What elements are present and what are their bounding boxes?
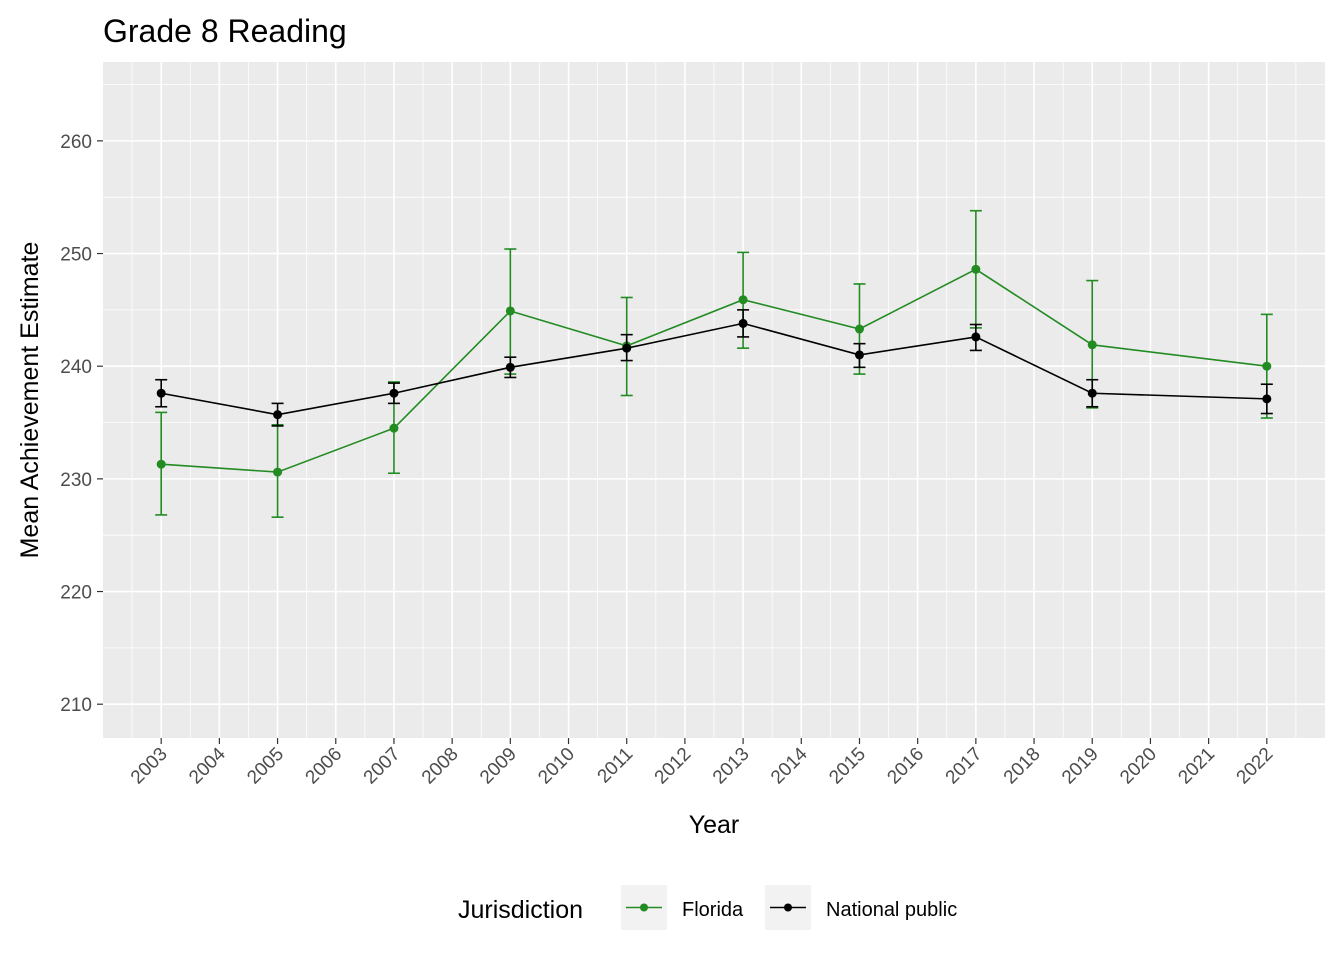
- data-point: [738, 318, 748, 328]
- major-x-gridlines: [160, 62, 1268, 738]
- series-national-public: [155, 309, 1273, 427]
- legend-label-florida: Florida: [682, 899, 744, 921]
- data-point: [1262, 394, 1272, 404]
- y-tick-label: 230: [60, 470, 92, 491]
- data-point: [156, 459, 166, 469]
- data-point: [738, 295, 748, 305]
- minor-x-gridlines: [131, 62, 1297, 738]
- data-point: [156, 388, 166, 398]
- y-tick-label: 240: [60, 357, 92, 378]
- chart-title: Grade 8 Reading: [103, 13, 347, 49]
- x-axis-title: Year: [689, 811, 740, 839]
- series-line: [161, 268, 1267, 473]
- data-point: [1262, 361, 1272, 371]
- data-point: [1087, 340, 1097, 350]
- series-florida: [155, 209, 1273, 518]
- legend-label-national-public: National public: [826, 899, 957, 921]
- data-point: [854, 350, 864, 360]
- legend-item-florida: Florida: [621, 885, 744, 930]
- data-point: [389, 423, 399, 433]
- legend-title: Jurisdiction: [458, 896, 583, 924]
- data-point: [273, 410, 283, 420]
- data-point: [505, 306, 515, 316]
- data-point: [854, 324, 864, 334]
- legend: Jurisdiction Florida National public: [458, 885, 957, 930]
- legend-key-point: [784, 903, 792, 912]
- legend-item-national-public: National public: [765, 885, 957, 930]
- y-axis-ticks: 210 220 230 240 250 260: [60, 132, 103, 716]
- y-tick-label: 260: [60, 132, 92, 153]
- y-axis-title: Mean Achievement Estimate: [16, 242, 44, 559]
- major-y-gridlines: [103, 140, 1325, 706]
- y-tick-label: 210: [60, 695, 92, 716]
- y-tick-label: 250: [60, 245, 92, 266]
- data-point: [505, 362, 515, 372]
- data-point: [273, 467, 283, 477]
- legend-key-point: [640, 903, 648, 912]
- data-point: [971, 264, 981, 274]
- data-point: [1087, 388, 1097, 398]
- data-point: [622, 343, 632, 353]
- series-layer: [155, 209, 1273, 518]
- y-tick-label: 220: [60, 583, 92, 604]
- series-line: [161, 322, 1267, 416]
- data-point: [389, 388, 399, 398]
- data-point: [971, 332, 981, 342]
